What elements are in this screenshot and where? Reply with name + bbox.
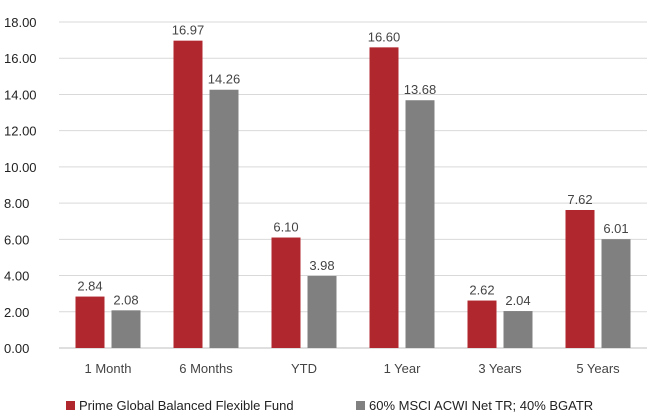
legend-swatch-fund (66, 401, 75, 410)
y-tick-label: 14.00 (4, 87, 37, 102)
y-tick-label: 8.00 (4, 196, 29, 211)
bar-fund (271, 237, 301, 348)
bar-fund (565, 209, 595, 348)
bar-benchmark (405, 100, 435, 349)
bar-benchmark (503, 311, 533, 348)
y-tick-label: 0.00 (4, 341, 29, 356)
data-label: 6.01 (603, 221, 628, 236)
x-tick-label: 1 Year (384, 361, 422, 376)
y-tick-label: 4.00 (4, 269, 29, 284)
data-label: 2.08 (113, 292, 138, 307)
data-label: 3.98 (309, 258, 334, 273)
data-label: 16.60 (368, 29, 401, 44)
y-tick-label: 6.00 (4, 232, 29, 247)
legend-item-benchmark: 60% MSCI ACWI Net TR; 40% BGATR (356, 398, 593, 413)
bar-benchmark (209, 89, 239, 348)
x-tick-label: 1 Month (85, 361, 132, 376)
bar-fund (75, 296, 105, 348)
data-label: 2.04 (505, 293, 530, 308)
legend-item-fund: Prime Global Balanced Flexible Fund (66, 398, 294, 413)
data-label: 2.84 (77, 279, 102, 294)
bar-fund (369, 47, 399, 348)
data-label: 13.68 (404, 82, 437, 97)
data-label: 6.10 (273, 220, 298, 235)
bar-chart: 0.00 2.00 4.00 6.00 8.00 10.00 12.00 14.00 16.00… (4, 15, 647, 376)
legend-swatch-benchmark (356, 401, 365, 410)
y-tick-label: 12.00 (4, 124, 37, 139)
bar-benchmark (601, 239, 631, 348)
y-tick-label: 16.00 (4, 51, 37, 66)
y-tick-label: 2.00 (4, 305, 29, 320)
legend-label-benchmark: 60% MSCI ACWI Net TR; 40% BGATR (369, 398, 594, 413)
x-tick-label: 3 Years (478, 361, 522, 376)
bar-benchmark (111, 310, 141, 348)
bar-fund (173, 40, 203, 348)
bar-benchmark (307, 275, 337, 348)
data-label: 2.62 (469, 283, 494, 298)
y-tick-label: 10.00 (4, 160, 37, 175)
data-label: 14.26 (208, 72, 241, 87)
bar-fund (467, 300, 497, 348)
x-tick-label: 5 Years (576, 361, 620, 376)
legend: Prime Global Balanced Flexible Fund 60% … (0, 398, 650, 416)
legend-label-fund: Prime Global Balanced Flexible Fund (79, 398, 294, 413)
data-label: 7.62 (567, 192, 592, 207)
y-tick-label: 18.00 (4, 15, 37, 30)
data-label: 16.97 (172, 23, 205, 38)
x-tick-label: YTD (291, 361, 317, 376)
x-tick-label: 6 Months (179, 361, 233, 376)
